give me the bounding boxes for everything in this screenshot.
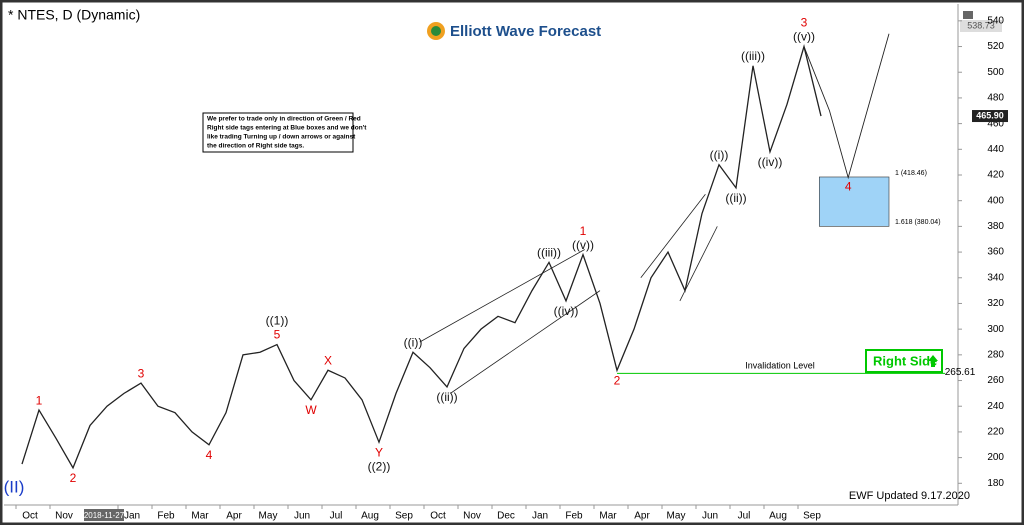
wave-label: 2 — [70, 471, 77, 485]
projection — [803, 33, 890, 180]
x-tick-label: Jun — [702, 511, 718, 522]
arrow-icon — [928, 355, 938, 367]
target-label: 1 (418.46) — [895, 170, 927, 177]
channel-line — [450, 290, 601, 394]
right-side-box — [865, 349, 943, 373]
y-tick-label: 240 — [987, 401, 1004, 412]
x-tick-label: Sep — [395, 511, 413, 522]
y-tick-label: 260 — [987, 375, 1004, 386]
wave-label: 3 — [801, 16, 808, 30]
icon — [963, 11, 973, 19]
right-side: Right Side — [873, 353, 937, 368]
wave-label: 5 — [274, 328, 281, 342]
note-box — [202, 112, 354, 153]
y-tick-label: 220 — [987, 427, 1004, 438]
wave-label: 2 — [614, 373, 621, 387]
target-label: 1.618 (380.04) — [895, 219, 941, 226]
price-line — [21, 44, 822, 470]
x-tick-label: Jul — [738, 511, 751, 522]
y-tick-label: 500 — [987, 67, 1004, 78]
x-tick-label: Jan — [124, 511, 140, 522]
note-line: like trading Turning up / down arrows or… — [207, 134, 356, 141]
x-tick-label: Feb — [565, 511, 583, 522]
y-tick-label: 460 — [987, 118, 1004, 129]
y-tick-label: 280 — [987, 349, 1004, 360]
x-tick-label: Jan — [532, 511, 548, 522]
wave-label: ((i)) — [404, 335, 423, 349]
channel-line — [419, 249, 585, 343]
x-tick-label: Apr — [226, 511, 242, 522]
target-box — [818, 176, 890, 227]
x-tick-label: Mar — [191, 511, 209, 522]
wave-label: ((ii)) — [436, 390, 457, 404]
wave-label: ((ii)) — [725, 191, 746, 205]
x-tick-label: Sep — [803, 511, 821, 522]
x-tick-label: May — [259, 511, 278, 522]
target-wave: 4 — [845, 180, 852, 194]
x-tick-label: Oct — [22, 511, 38, 522]
y-tick-label: 420 — [987, 170, 1004, 181]
wave-label: 4 — [206, 448, 213, 462]
cursor-date-box — [84, 509, 124, 521]
brand: Elliott Wave Forecast — [450, 23, 601, 40]
y-tick-label: 540 — [987, 15, 1004, 26]
note-line: Right side tags entering at Blue boxes a… — [207, 125, 367, 132]
y-tick-label: 440 — [987, 144, 1004, 155]
wave-label: 1 — [580, 224, 587, 238]
y-tick-label: 180 — [987, 478, 1004, 489]
last-price-box — [972, 110, 1008, 123]
x-tick-label: Nov — [55, 511, 73, 522]
wave-label: ((iv)) — [554, 304, 579, 318]
y-tick-label: 200 — [987, 452, 1004, 463]
y-tick-label: 360 — [987, 247, 1004, 258]
wave-label: 1 — [36, 393, 43, 407]
wave-label: ((i)) — [710, 148, 729, 162]
cursor-date: 2018-11-27 — [84, 511, 125, 520]
wave-label: ((v)) — [793, 30, 815, 44]
wave-label: W — [305, 403, 317, 417]
y-tick-label: 300 — [987, 324, 1004, 335]
top-price: 538.73 — [967, 20, 995, 30]
y-tick-label: 480 — [987, 93, 1004, 104]
y-tick-label: 340 — [987, 272, 1004, 283]
x-tick-label: Jul — [330, 511, 343, 522]
invalidation-text: Invalidation Level — [745, 361, 815, 371]
chart-title: * NTES, D (Dynamic) — [8, 7, 140, 23]
wave-label: ((v)) — [572, 238, 594, 252]
wave-label: 3 — [138, 366, 145, 380]
x-tick-label: Nov — [463, 511, 481, 522]
top-price-box — [960, 20, 1002, 32]
x-tick-label: Oct — [430, 511, 446, 522]
invalidation-label: 265.61 — [945, 367, 976, 378]
x-tick-label: Dec — [497, 511, 515, 522]
x-tick-label: Aug — [361, 511, 379, 522]
wave-label: ((1)) — [266, 314, 289, 328]
last-price: 465.90 — [976, 110, 1004, 120]
x-tick-label: Mar — [599, 511, 617, 522]
y-tick-label: 380 — [987, 221, 1004, 232]
wave-label: ((iii)) — [537, 246, 561, 260]
wave-label: X — [324, 353, 332, 367]
y-tick-label: 400 — [987, 195, 1004, 206]
wave-label: ((iii)) — [741, 49, 765, 63]
wave-label: ((iv)) — [758, 155, 783, 169]
degree-label: (II) — [4, 477, 25, 496]
x-tick-label: Aug — [769, 511, 787, 522]
note-line: the direction of Right side tags. — [207, 143, 304, 150]
logo — [431, 26, 441, 36]
note-line: We prefer to trade only in direction of … — [207, 116, 361, 123]
x-tick-label: Feb — [157, 511, 175, 522]
y-tick-label: 520 — [987, 41, 1004, 52]
x-tick-label: Jun — [294, 511, 310, 522]
wave-label: Y — [375, 445, 383, 459]
wave-label: ((2)) — [368, 459, 391, 473]
y-tick-label: 320 — [987, 298, 1004, 309]
channel-line — [640, 194, 706, 279]
x-tick-label: May — [667, 511, 686, 522]
x-tick-label: Apr — [634, 511, 650, 522]
updated: EWF Updated 9.17.2020 — [849, 490, 970, 502]
